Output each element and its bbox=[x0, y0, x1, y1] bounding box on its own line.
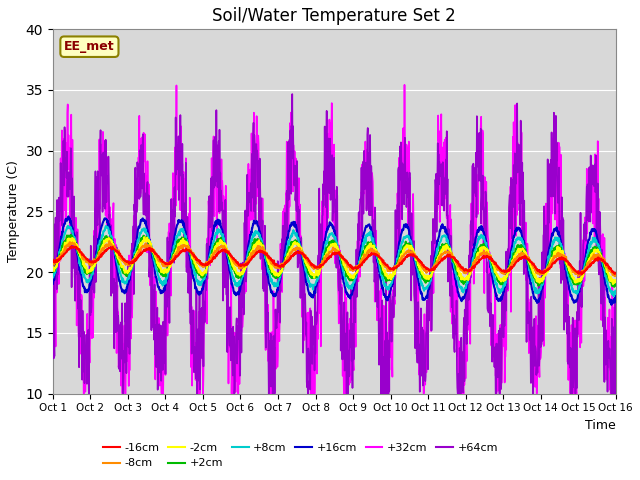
Text: EE_met: EE_met bbox=[64, 40, 115, 53]
Y-axis label: Temperature (C): Temperature (C) bbox=[7, 160, 20, 263]
Title: Soil/Water Temperature Set 2: Soil/Water Temperature Set 2 bbox=[212, 7, 456, 25]
Text: Time: Time bbox=[585, 419, 616, 432]
Legend: -16cm, -8cm, -2cm, +2cm, +8cm, +16cm, +32cm, +64cm: -16cm, -8cm, -2cm, +2cm, +8cm, +16cm, +3… bbox=[104, 443, 498, 468]
